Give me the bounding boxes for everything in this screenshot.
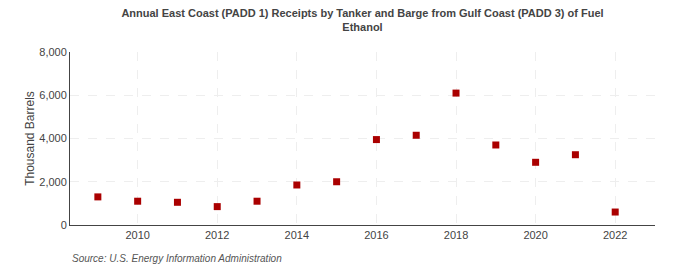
svg-text:0: 0 — [61, 219, 67, 231]
svg-text:2016: 2016 — [364, 229, 388, 241]
svg-text:2,000: 2,000 — [39, 176, 67, 188]
svg-text:6,000: 6,000 — [39, 89, 67, 101]
svg-text:Thousand Barrels: Thousand Barrels — [23, 91, 37, 186]
svg-text:2022: 2022 — [603, 229, 627, 241]
svg-text:2010: 2010 — [125, 229, 149, 241]
svg-text:2018: 2018 — [444, 229, 468, 241]
svg-text:Source: U.S. Energy Informatio: Source: U.S. Energy Information Administ… — [72, 253, 282, 264]
svg-text:2012: 2012 — [205, 229, 229, 241]
svg-text:8,000: 8,000 — [39, 46, 67, 58]
svg-text:2014: 2014 — [285, 229, 309, 241]
svg-text:4,000: 4,000 — [39, 132, 67, 144]
svg-text:2020: 2020 — [523, 229, 547, 241]
svg-text:Annual East Coast (PADD 1) Rec: Annual East Coast (PADD 1) Receipts by T… — [121, 7, 603, 33]
